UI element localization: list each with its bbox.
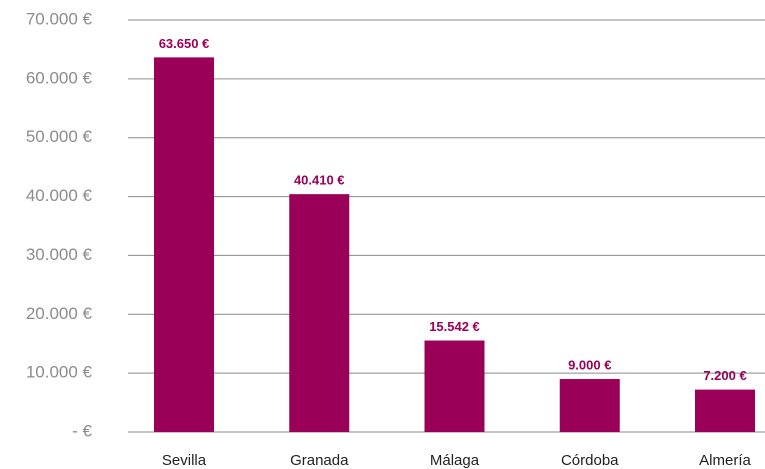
- x-tick-label: Granada: [290, 452, 349, 469]
- value-label: 40.410 €: [294, 173, 345, 188]
- y-tick-label: 50.000 €: [26, 127, 93, 146]
- bar: [154, 57, 214, 432]
- value-label: 7.200 €: [703, 368, 746, 383]
- bar: [695, 389, 755, 432]
- x-tick-label: Córdoba: [561, 452, 619, 469]
- y-tick-label: 40.000 €: [26, 186, 93, 205]
- y-tick-label: 20.000 €: [26, 304, 93, 323]
- bar: [289, 194, 350, 432]
- y-tick-label: - €: [72, 421, 92, 440]
- y-tick-label: 60.000 €: [26, 68, 93, 87]
- y-tick-label: 10.000 €: [26, 363, 93, 382]
- x-tick-label: Málaga: [430, 452, 480, 469]
- value-label: 63.650 €: [159, 36, 210, 51]
- value-label: 9.000 €: [568, 357, 611, 372]
- value-label: 15.542 €: [429, 319, 480, 334]
- bar: [559, 379, 620, 432]
- x-tick-label: Sevilla: [162, 452, 207, 469]
- y-tick-label: 70.000 €: [26, 9, 93, 28]
- x-tick-label: Almería: [699, 452, 751, 469]
- bar: [424, 340, 485, 432]
- y-tick-label: 30.000 €: [26, 245, 93, 264]
